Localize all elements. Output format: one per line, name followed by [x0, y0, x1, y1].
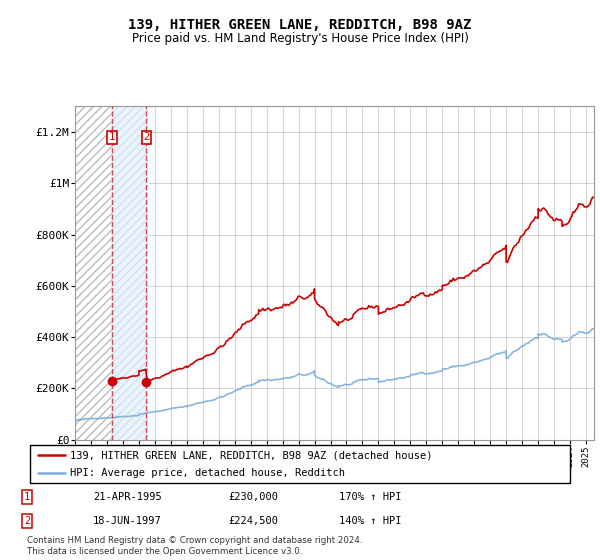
- Text: £230,000: £230,000: [228, 492, 278, 502]
- Text: 170% ↑ HPI: 170% ↑ HPI: [339, 492, 401, 502]
- Text: 139, HITHER GREEN LANE, REDDITCH, B98 9AZ (detached house): 139, HITHER GREEN LANE, REDDITCH, B98 9A…: [71, 450, 433, 460]
- Text: 1: 1: [109, 132, 115, 142]
- Text: Price paid vs. HM Land Registry's House Price Index (HPI): Price paid vs. HM Land Registry's House …: [131, 32, 469, 45]
- Text: 18-JUN-1997: 18-JUN-1997: [93, 516, 162, 526]
- Text: £224,500: £224,500: [228, 516, 278, 526]
- Text: 139, HITHER GREEN LANE, REDDITCH, B98 9AZ: 139, HITHER GREEN LANE, REDDITCH, B98 9A…: [128, 18, 472, 32]
- Text: 2: 2: [24, 516, 30, 526]
- Bar: [111, 106, 147, 440]
- Text: 21-APR-1995: 21-APR-1995: [93, 492, 162, 502]
- Bar: [112, 106, 148, 440]
- Text: Contains HM Land Registry data © Crown copyright and database right 2024.
This d: Contains HM Land Registry data © Crown c…: [27, 536, 362, 556]
- Text: 1: 1: [24, 492, 30, 502]
- Text: 2: 2: [143, 132, 149, 142]
- Text: HPI: Average price, detached house, Redditch: HPI: Average price, detached house, Redd…: [71, 468, 346, 478]
- Text: 140% ↑ HPI: 140% ↑ HPI: [339, 516, 401, 526]
- Bar: [75, 106, 113, 440]
